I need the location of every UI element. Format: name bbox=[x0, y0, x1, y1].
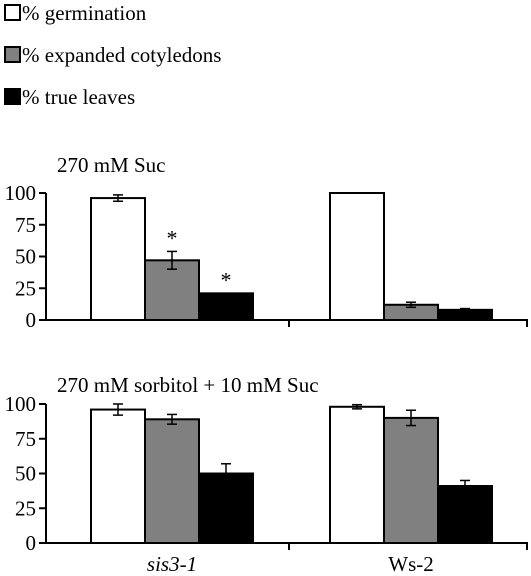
y-tick-label-100: 100 bbox=[5, 181, 37, 205]
bar-germination-sis3-1 bbox=[90, 197, 146, 321]
bar-germination-ws-2 bbox=[329, 192, 385, 321]
bar-true-leaves-ws-2 bbox=[437, 485, 493, 545]
chart-panel-suc: 270 mM Suc 0 25 50 75 100 * * bbox=[5, 153, 528, 332]
panel-title: 270 mM Suc bbox=[57, 153, 166, 177]
y-tick-label-75: 75 bbox=[15, 427, 36, 451]
category-label-ws-2: Ws-2 bbox=[388, 552, 434, 576]
bar-true-leaves-sis3-1 bbox=[198, 472, 254, 544]
category-label-sis3-1: sis3-1 bbox=[147, 552, 197, 576]
bar-true-leaves-sis3-1 bbox=[198, 292, 254, 321]
bar-germination-sis3-1 bbox=[90, 408, 146, 544]
bar-expanded-cotyledons-sis3-1 bbox=[144, 259, 200, 321]
legend-swatch-expanded-cotyledons bbox=[4, 46, 21, 63]
legend-swatch-true-leaves bbox=[4, 88, 21, 105]
chart-panel-sorbitol: 270 mM sorbitol + 10 mM Suc 0 25 50 75 100 si… bbox=[5, 373, 528, 576]
y-tick-label-25: 25 bbox=[15, 276, 36, 300]
legend-swatch-germination bbox=[4, 4, 21, 21]
y-tick-label-50: 50 bbox=[15, 462, 36, 486]
legend-label-expanded-cotyledons: % expanded cotyledons bbox=[22, 43, 221, 67]
legend-label-true-leaves: % true leaves bbox=[22, 85, 135, 109]
y-tick-label-0: 0 bbox=[26, 308, 37, 332]
panel-title: 270 mM sorbitol + 10 mM Suc bbox=[57, 373, 319, 397]
legend-item-expanded-cotyledons: % expanded cotyledons bbox=[4, 43, 221, 67]
legend: % germination % expanded cotyledons % tr… bbox=[4, 1, 221, 109]
bar-expanded-cotyledons-ws-2 bbox=[383, 416, 439, 544]
bar-expanded-cotyledons-sis3-1 bbox=[144, 418, 200, 545]
significance-marker: * bbox=[221, 267, 232, 292]
y-tick-label-50: 50 bbox=[15, 245, 36, 269]
y-tick-label-0: 0 bbox=[26, 531, 37, 555]
y-tick-label-75: 75 bbox=[15, 213, 36, 237]
y-tick-label-100: 100 bbox=[5, 392, 37, 416]
significance-marker: * bbox=[167, 225, 178, 250]
legend-item-true-leaves: % true leaves bbox=[4, 85, 135, 109]
bar-germination-ws-2 bbox=[329, 405, 385, 544]
legend-label-germination: % germination bbox=[22, 1, 147, 25]
y-tick-label-25: 25 bbox=[15, 496, 36, 520]
legend-item-germination: % germination bbox=[4, 1, 147, 25]
